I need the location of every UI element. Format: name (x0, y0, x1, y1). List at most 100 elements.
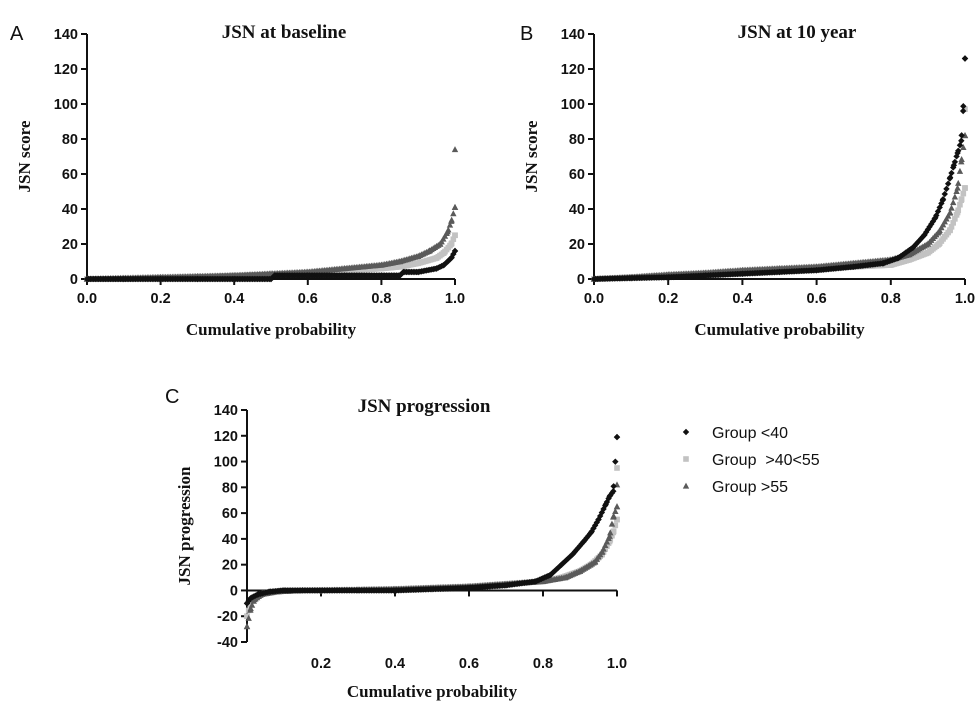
y-axis-title: JSN score (522, 120, 541, 192)
data-point (936, 204, 943, 211)
x-tick-label: 1.0 (955, 291, 975, 307)
data-point (549, 569, 557, 576)
legend-label: Group >40<55 (712, 452, 820, 469)
data-point (613, 503, 621, 510)
data-point (243, 600, 251, 607)
data-point (944, 180, 952, 187)
data-point (254, 591, 262, 598)
x-tick-label: 0.6 (298, 291, 318, 307)
y-tick-label: 0 (577, 272, 585, 288)
data-point (595, 516, 602, 523)
data-point (906, 256, 913, 263)
data-point (556, 563, 564, 570)
data-point (194, 275, 201, 283)
data-point (961, 55, 969, 62)
data-point (947, 227, 953, 233)
data-point (958, 137, 965, 144)
y-tick-label: 100 (214, 455, 238, 471)
data-point (247, 600, 254, 607)
data-point (465, 584, 473, 592)
data-point (959, 107, 967, 115)
data-point (960, 144, 967, 151)
data-point (441, 249, 447, 256)
y-tick-label: 20 (569, 237, 585, 253)
data-point (587, 529, 595, 536)
data-point (850, 263, 857, 270)
data-point (590, 275, 598, 283)
x-tick-label: 0.0 (77, 291, 97, 307)
chart-title: JSN at baseline (222, 22, 347, 43)
data-point (448, 241, 455, 247)
data-point (935, 228, 943, 235)
data-point (451, 247, 459, 255)
data-point (958, 197, 965, 204)
data-point (954, 184, 961, 191)
data-point (948, 224, 955, 230)
y-axis-title: JSN score (15, 120, 34, 192)
data-point (426, 247, 433, 254)
y-tick-label: 120 (214, 429, 238, 445)
data-point (558, 561, 565, 568)
data-point (304, 272, 311, 279)
data-point (953, 187, 960, 194)
data-point (591, 558, 598, 565)
data-point (448, 217, 455, 224)
data-point (450, 236, 457, 243)
data-point (895, 254, 902, 262)
data-point (955, 179, 962, 186)
y-tick-label: 80 (569, 132, 585, 148)
data-point (444, 228, 451, 235)
data-point (563, 556, 570, 564)
legend-marker (682, 428, 690, 436)
legend: Group <40 Group >40<55 Group >55 (682, 425, 820, 496)
data-point (948, 204, 955, 211)
data-point (954, 209, 961, 216)
data-point (571, 548, 579, 555)
y-tick-label: 60 (62, 167, 78, 183)
y-tick-label: 120 (561, 62, 585, 78)
y-tick-label: 140 (214, 403, 238, 419)
y-tick-label: 40 (222, 532, 238, 548)
data-point (613, 433, 621, 441)
y-tick-label: -40 (217, 635, 238, 651)
data-point (665, 274, 672, 281)
data-point (928, 220, 935, 228)
data-point (606, 532, 613, 539)
data-point (448, 254, 455, 262)
data-point (247, 605, 254, 612)
x-tick-label: 1.0 (445, 291, 465, 307)
data-point (962, 106, 968, 113)
data-point (888, 262, 894, 268)
data-point (950, 220, 956, 226)
y-axis-title: JSN progression (175, 466, 194, 585)
data-point (532, 578, 539, 585)
y-tick-label: 60 (569, 167, 585, 183)
legend-label: Group >55 (712, 479, 788, 496)
y-tick-label: 60 (222, 506, 238, 522)
series-1 (590, 55, 969, 283)
data-point (950, 162, 958, 169)
panel-a: A JSN at baseline 0 20 40 60 80 100 120 140 0.0 0.2… (10, 22, 465, 339)
x-tick-label: 0.8 (533, 656, 553, 672)
data-point (614, 465, 620, 471)
data-point (602, 542, 609, 549)
data-point (946, 209, 954, 216)
data-point (906, 251, 913, 258)
data-point (606, 538, 613, 545)
data-point (341, 272, 348, 279)
y-tick-label: 120 (54, 62, 78, 78)
data-point (415, 252, 422, 259)
data-point (378, 261, 385, 268)
data-point (941, 190, 948, 198)
data-point (590, 525, 597, 532)
data-point (562, 574, 569, 581)
series-2 (244, 465, 620, 620)
data-point (280, 587, 288, 594)
x-tick-label: 0.6 (459, 656, 479, 672)
data-point (547, 571, 554, 579)
data-point (378, 265, 385, 272)
data-point (957, 201, 963, 208)
data-point (578, 540, 585, 548)
data-point (956, 167, 964, 174)
